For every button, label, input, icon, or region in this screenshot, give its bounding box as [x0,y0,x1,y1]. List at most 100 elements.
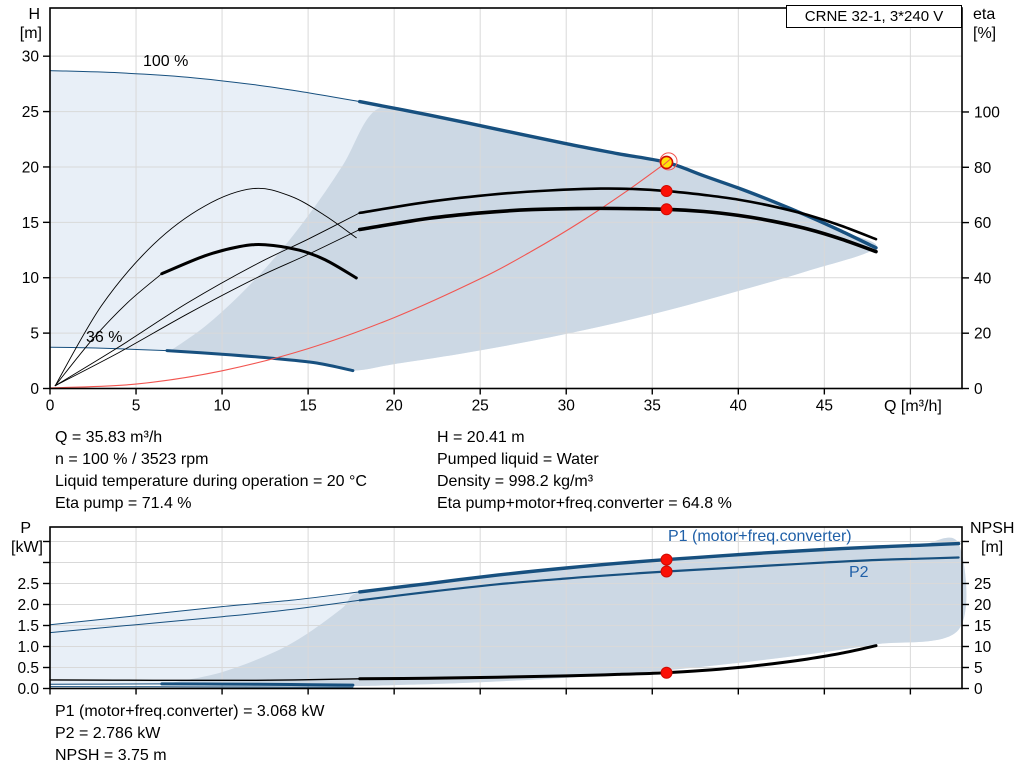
info-line: Pumped liquid = Water [437,451,599,468]
annotation-p: P [20,520,31,537]
y-right-tick-label: 25 [974,576,991,593]
y-right-tick-label: 10 [974,639,992,656]
eta-pump-reduced-arc [54,187,357,387]
y-left-tick-label: 1.5 [17,618,39,635]
annotation-eta: eta [973,6,995,23]
annotation-100-: 100 % [143,53,188,70]
y-left-tick-label: 0 [30,381,39,398]
duty-dot [660,203,673,216]
y-right-tick-label: 80 [974,160,992,177]
eta-total-duty-marker [660,203,673,216]
x-tick-label: 30 [558,398,576,415]
x-tick-label: 5 [132,398,141,415]
eta-pump-duty-marker [660,185,673,198]
npsh-curve-thin [49,678,361,682]
y-right-tick-label: 15 [974,618,991,635]
p1-curve-thin [49,591,361,626]
y-left-tick-label: 30 [22,49,40,66]
info-line: NPSH = 3.75 m [55,747,167,764]
preferred-operating-region [168,106,877,371]
npsh-duty-marker [660,666,673,679]
plot-frame [49,7,963,390]
p2-curve [358,556,960,602]
p1-curve [358,541,961,594]
y-left-tick-label: 0.5 [17,660,39,677]
info-line: Eta pump+motor+freq.converter = 64.8 % [437,495,732,512]
power-npsh-chart: 0.0 0.5 1.0 1.5 2.0 2.5 0 5 10 15 20 25 P [kW] NPSH [m]… [11,520,1014,698]
annotation--m-: [m] [20,25,42,42]
y-right-tick-label: 20 [974,597,992,614]
duty-info-left: Q = 35.83 m³/h n = 100 % / 3523 rpm Liqu… [55,427,367,515]
duty-dot [660,666,673,679]
y-right-tick-label: 20 [974,326,992,343]
x-tick-label: 40 [730,398,748,415]
control-curve [49,161,668,389]
eta-total-curve-thin [54,229,361,387]
y-right-tick-label: 40 [974,270,992,287]
npsh-curve [358,644,878,681]
annotation-p1-motor-freq-converter-: P1 (motor+freq.converter) [668,528,852,545]
x-tick-label: 35 [644,398,661,415]
info-line: Density = 998.2 kg/m³ [437,473,594,490]
info-line: H = 20.41 m [437,429,525,446]
annotation-36-: 36 % [86,329,122,346]
annotation-npsh: NPSH [970,520,1014,537]
p2-curve-thin [49,599,361,634]
info-line: P2 = 2.786 kW [55,725,161,742]
annotation-q-m-h-: Q [m³/h] [884,398,942,415]
pump-title: CRNE 32-1, 3*240 V [804,8,944,25]
info-line: Q = 35.83 m³/h [55,429,163,446]
annotation-p2: P2 [849,564,869,581]
pump-curve-100-thin [49,70,361,103]
y-left-tick-label: 5 [30,326,39,343]
y-left-tick-label: 0.0 [17,681,39,698]
y-right-tick-label: 60 [974,215,992,232]
p1-36-curve [160,682,355,687]
p2-36-curve-thin [49,686,354,688]
y-right-tick-label: 0 [974,681,983,698]
x-tick-label: 10 [213,398,231,415]
y-left-tick-label: 2.0 [17,597,39,614]
y-right-tick-label: 100 [974,104,1000,121]
y-right-tick-label: 5 [974,660,983,677]
y-left-tick-label: 10 [22,270,40,287]
x-tick-label: 0 [46,398,55,415]
eta-total-reduced-lead [54,273,163,387]
preferred-power-region [170,537,967,687]
y-left-tick-label: 1.0 [17,639,39,656]
info-line: Liquid temperature during operation = 20… [55,473,367,490]
info-line: n = 100 % / 3523 rpm [55,451,209,468]
y-right-tick-label: 0 [974,381,983,398]
duty-info-right: H = 20.41 m Pumped liquid = Water Densit… [437,427,732,515]
info-line: P1 (motor+freq.converter) = 3.068 kW [55,703,325,720]
hq-eta-chart: 0 5 10 15 20 25 30 35 40 45 0 5 10 15 20 25 30 0 20 40 60 80 1… [20,6,1000,415]
pump-title-box: CRNE 32-1, 3*240 V [786,5,962,28]
annotation--kw-: [kW] [11,539,43,556]
info-line: Eta pump = 71.4 % [55,495,192,512]
annotation--: [%] [973,25,996,42]
power-info: P1 (motor+freq.converter) = 3.068 kW P2 … [55,701,324,767]
annotation-h: H [28,6,40,23]
duty-dot [660,185,673,198]
y-left-tick-label: 2.5 [17,576,39,593]
duty-dot-tangent [662,159,671,166]
y-left-tick-label: 15 [22,215,39,232]
x-tick-label: 20 [386,398,404,415]
pump-curve-36-thin [49,346,168,352]
eta-pump-curve-thin [54,212,361,387]
x-tick-label: 25 [472,398,489,415]
p1-duty-marker [660,553,673,566]
plot-frame [49,526,963,690]
x-tick-label: 45 [816,398,833,415]
duty-point-marker [659,152,678,171]
y-left-tick-label: 25 [22,104,39,121]
p2-duty-marker [660,565,673,578]
x-tick-label: 15 [299,398,316,415]
y-left-tick-label: 20 [22,159,40,176]
eta-total-reduced-arc [160,242,358,280]
annotation--m-: [m] [981,539,1003,556]
duty-dot [660,553,673,566]
duty-dot [660,565,673,578]
